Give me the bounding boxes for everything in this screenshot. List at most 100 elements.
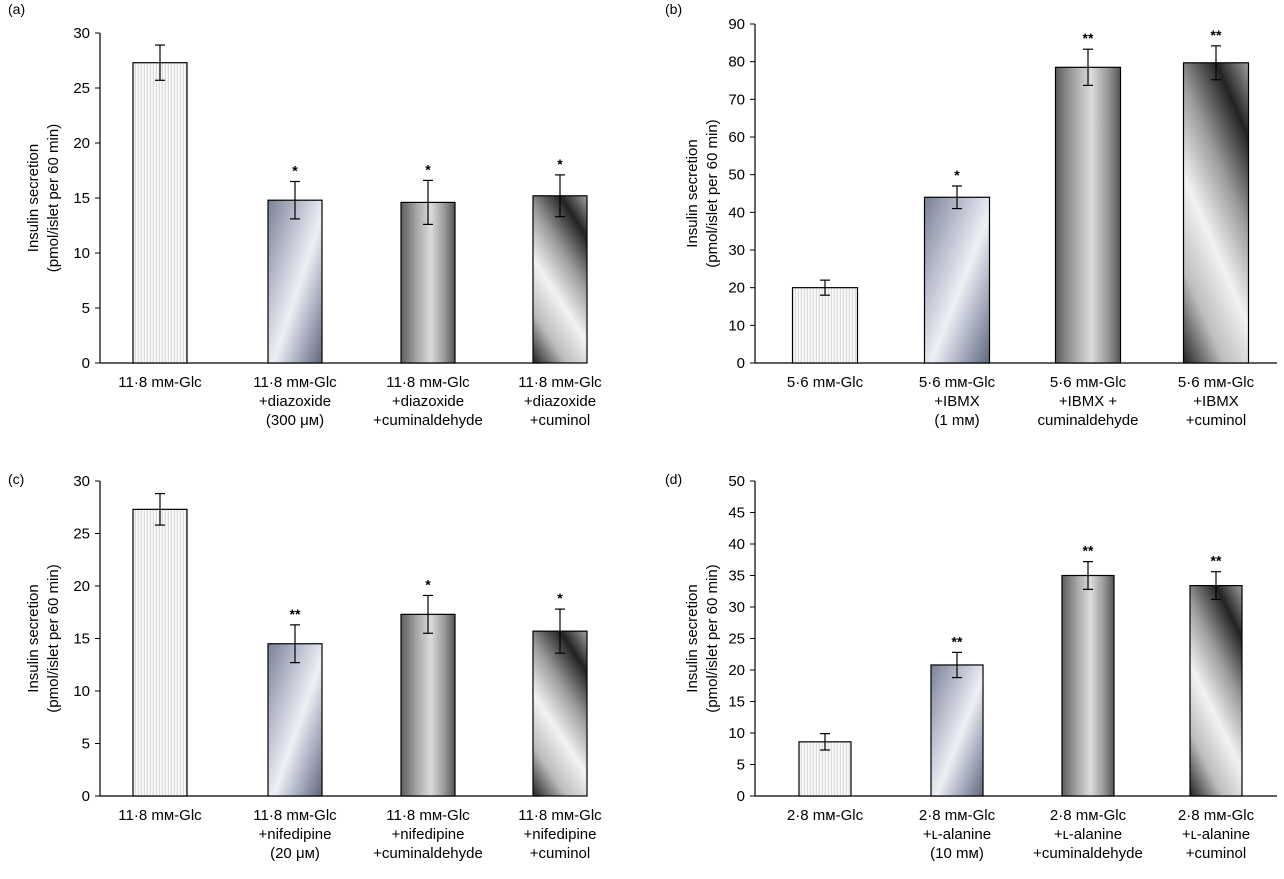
y-tick-label: 25 (728, 631, 745, 648)
y-tick-label: 15 (728, 694, 745, 711)
significance-marker: ** (952, 633, 963, 649)
y-axis-label: (pmol/islet per 60 min) (45, 124, 62, 272)
y-tick-label: 50 (728, 473, 745, 490)
category-label: 5·6 mм-Glc (919, 374, 996, 391)
category-label: 5·6 mм-Glc (1178, 374, 1255, 391)
category-label: (300 μм) (266, 412, 324, 429)
category-label: (20 μм) (270, 845, 320, 862)
panel-label: (a) (8, 1, 25, 17)
category-label: 2·8 mм-Glc (1178, 807, 1255, 824)
category-label: +cuminol (530, 412, 590, 429)
y-tick-label: 5 (82, 300, 90, 317)
panel-c: (c) 0 5 10 15 20 25 30 Insulin secretion (pmol/is… (8, 471, 602, 862)
bar (267, 199, 323, 364)
y-axis-label: Insulin secretion (25, 584, 42, 692)
category-label: 2·8 mм-Glc (919, 807, 996, 824)
category-label: 11·8 mм-Glc (118, 374, 202, 391)
category-label: 5·6 mм-Glc (1050, 374, 1127, 391)
y-tick-label: 20 (728, 662, 745, 679)
category-label: +ʟ-alanine (1054, 826, 1122, 843)
category-label: 11·8 mм-Glc (253, 807, 337, 824)
category-label: (1 mм) (934, 412, 979, 429)
significance-marker: ** (290, 606, 301, 622)
significance-marker: * (292, 163, 298, 179)
y-tick-label: 35 (728, 568, 745, 585)
category-label: 5·6 mм-Glc (787, 374, 864, 391)
category-label: 11·8 mм-Glc (518, 374, 602, 391)
significance-marker: * (425, 576, 431, 592)
y-axis-label: Insulin secretion (684, 584, 701, 692)
significance-marker: * (425, 161, 431, 177)
y-tick-label: 10 (728, 317, 745, 334)
category-label: 2·8 mм-Glc (1050, 807, 1127, 824)
y-tick-label: 15 (73, 631, 90, 648)
y-tick-label: 10 (728, 725, 745, 742)
y-tick-label: 30 (728, 242, 745, 259)
y-axis-label: Insulin secretion (25, 144, 42, 252)
category-label: +cuminaldehyde (1033, 845, 1143, 862)
bar (798, 741, 852, 797)
significance-marker: * (557, 156, 563, 172)
bar (400, 201, 456, 364)
category-label: +cuminol (1186, 845, 1246, 862)
y-tick-label: 30 (73, 473, 90, 490)
y-tick-label: 80 (728, 54, 745, 71)
y-tick-label: 70 (728, 91, 745, 108)
bar (532, 630, 588, 797)
y-tick-label: 20 (728, 280, 745, 297)
y-tick-label: 40 (728, 536, 745, 553)
category-label: +nifedipine (524, 826, 597, 843)
y-tick-label: 0 (737, 355, 745, 372)
category-label: +cuminol (530, 845, 590, 862)
category-label: +IBMX (1193, 393, 1238, 410)
y-tick-label: 60 (728, 129, 745, 146)
category-label: 11·8 mм-Glc (386, 374, 470, 391)
panel-label: (c) (8, 471, 24, 487)
panel-a: (a) 0 5 10 15 20 25 30 Insulin secretion (pmol/is… (8, 1, 602, 429)
category-label: 11·8 mм-Glc (253, 374, 337, 391)
panel-label: (d) (665, 471, 682, 487)
y-tick-label: 10 (73, 683, 90, 700)
y-tick-label: 25 (73, 526, 90, 543)
y-tick-label: 90 (728, 16, 745, 33)
y-tick-label: 0 (82, 355, 90, 372)
y-tick-label: 30 (73, 25, 90, 42)
category-label: +diazoxide (524, 393, 596, 410)
y-axis-label: Insulin secretion (684, 139, 701, 247)
category-label: 11·8 mм-Glc (118, 807, 202, 824)
panel-label: (b) (665, 1, 682, 17)
y-tick-label: 40 (728, 204, 745, 221)
y-tick-label: 5 (737, 757, 745, 774)
significance-marker: * (557, 590, 563, 606)
bar (532, 195, 588, 364)
bar (1061, 574, 1115, 797)
y-tick-label: 0 (737, 788, 745, 805)
category-label: (10 mм) (930, 845, 984, 862)
bar (267, 643, 323, 797)
bar (132, 508, 188, 797)
category-label: +ʟ-alanine (1182, 826, 1250, 843)
category-label: +ʟ-alanine (923, 826, 991, 843)
y-axis-label: (pmol/islet per 60 min) (704, 564, 721, 712)
significance-marker: ** (1083, 30, 1094, 46)
category-label: +diazoxide (259, 393, 331, 410)
y-tick-label: 45 (728, 505, 745, 522)
significance-marker: ** (1211, 27, 1222, 43)
category-label: +cuminaldehyde (373, 412, 483, 429)
panel-d: (d) 0 5 10 15 20 25 30 35 40 45 50 Insulin secretion… (665, 471, 1277, 862)
category-label: 11·8 mм-Glc (386, 807, 470, 824)
significance-marker: * (954, 167, 960, 183)
category-label: +diazoxide (392, 393, 464, 410)
y-axis-label: (pmol/islet per 60 min) (704, 119, 721, 267)
category-label: +nifedipine (259, 826, 332, 843)
bar (1182, 62, 1250, 364)
category-label: 11·8 mм-Glc (518, 807, 602, 824)
bar (1189, 584, 1243, 797)
y-tick-label: 15 (73, 190, 90, 207)
y-tick-label: 10 (73, 245, 90, 262)
y-tick-label: 30 (728, 599, 745, 616)
significance-marker: ** (1083, 543, 1094, 559)
bar (132, 62, 188, 364)
